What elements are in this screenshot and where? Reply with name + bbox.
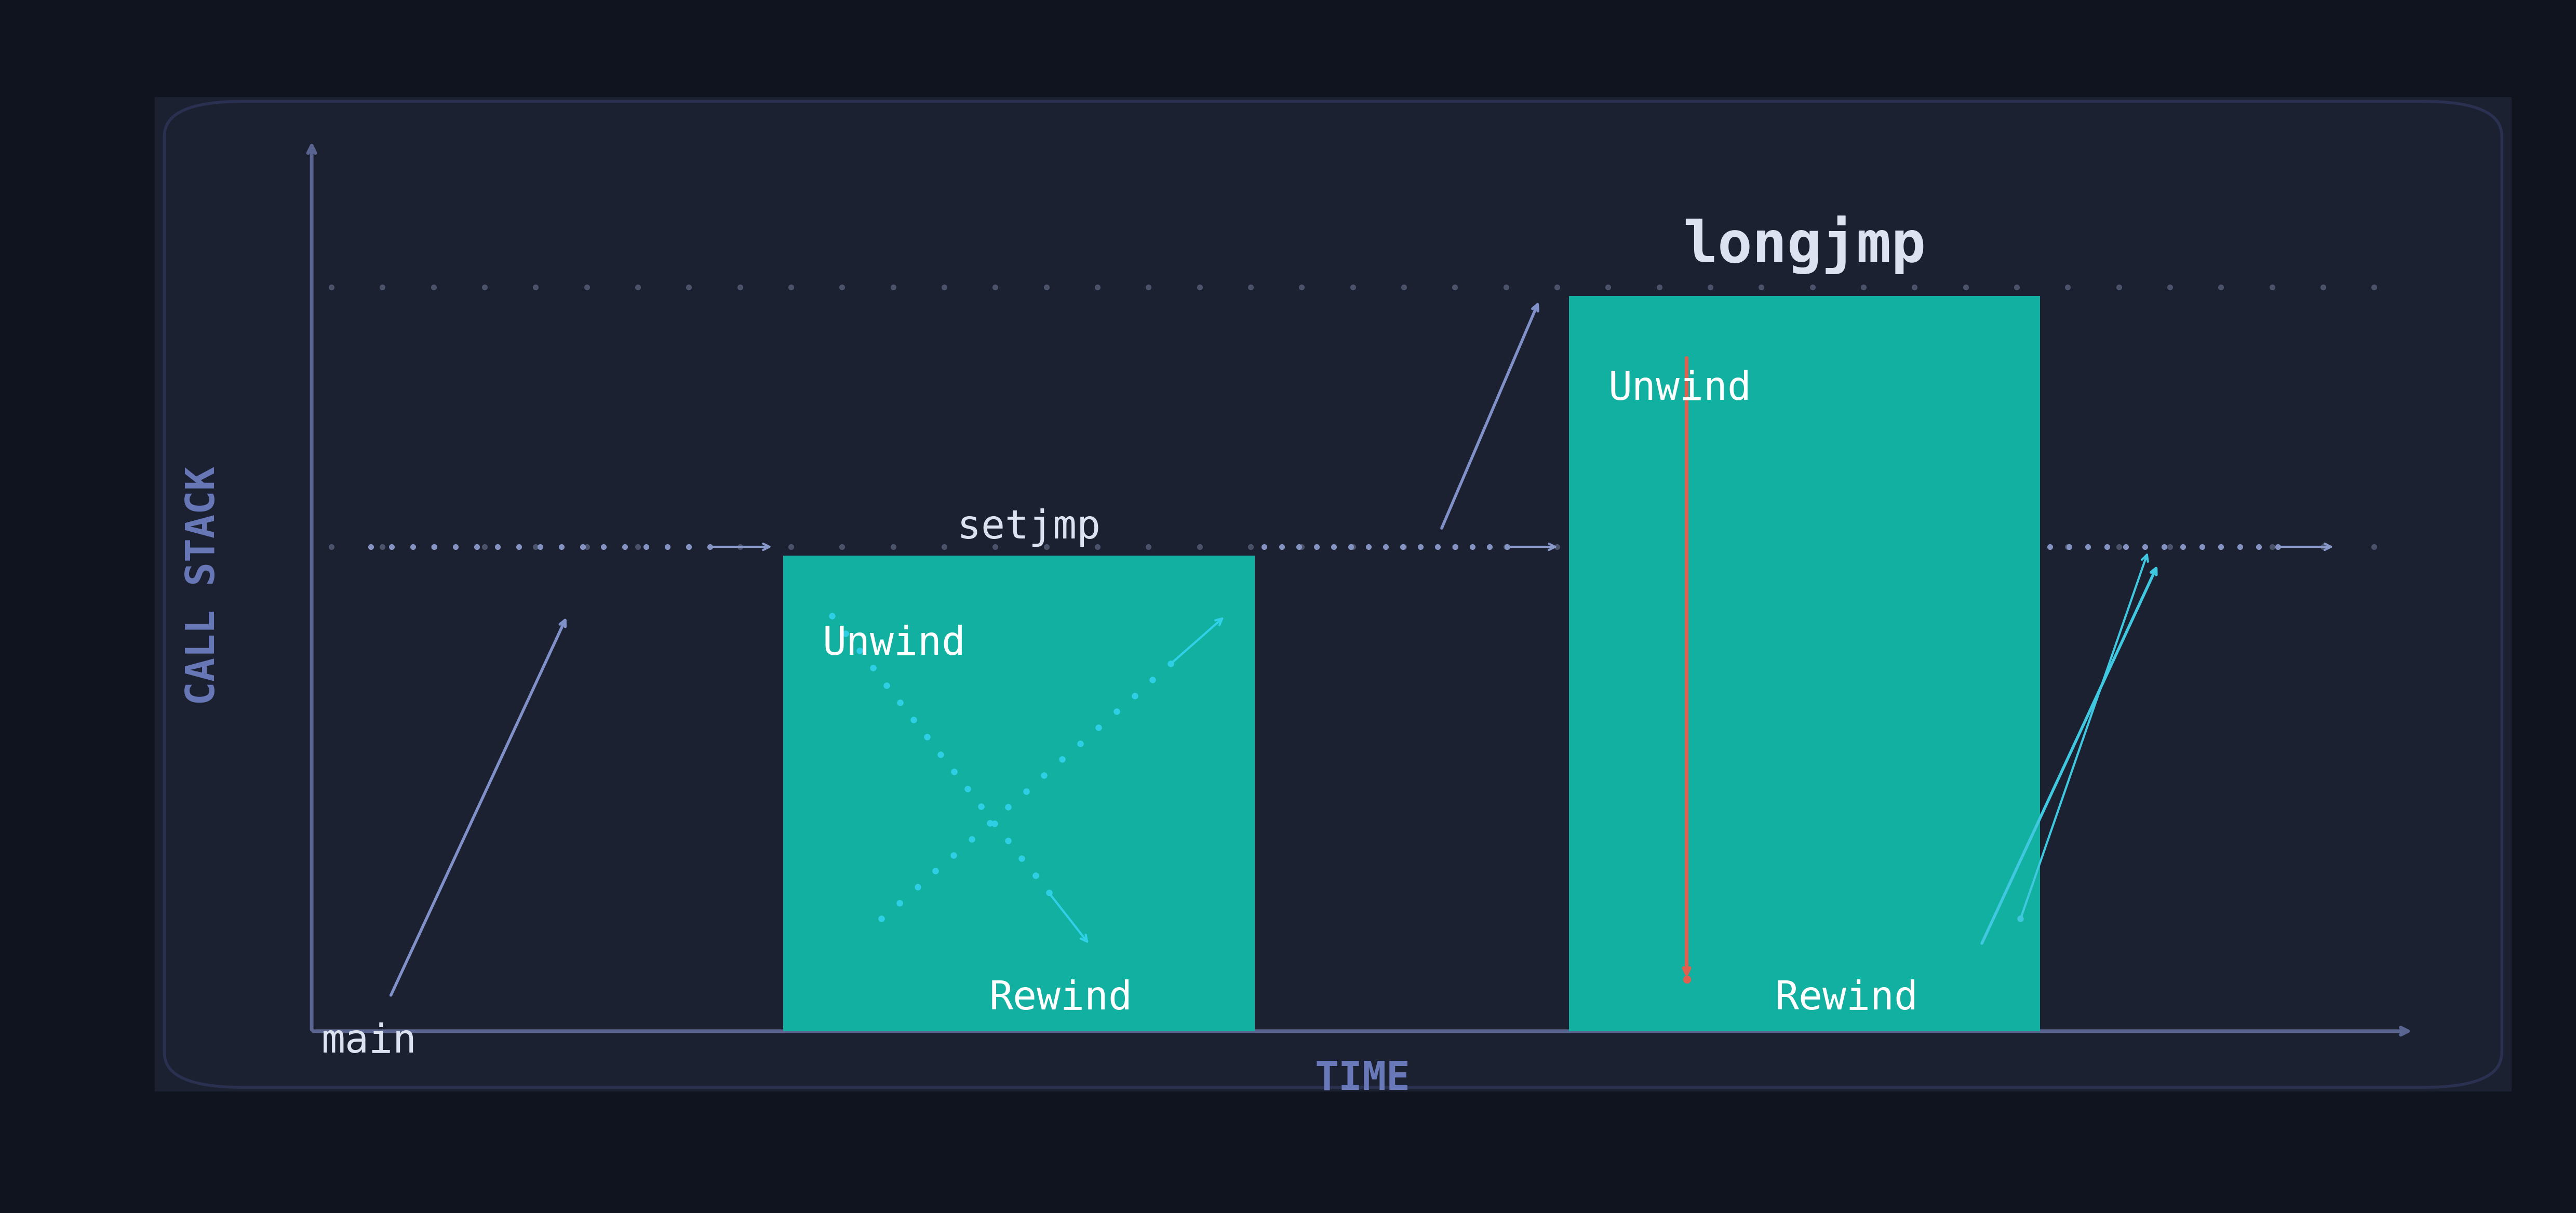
Text: Rewind: Rewind	[1775, 979, 1919, 1018]
Text: Unwind: Unwind	[822, 625, 966, 664]
Bar	[1569, 296, 2040, 1031]
Text: main: main	[322, 1023, 417, 1061]
Text: Unwind: Unwind	[1607, 370, 1752, 408]
Bar	[783, 556, 1255, 1031]
Text: longjmp: longjmp	[1682, 216, 1927, 274]
Text: setjmp: setjmp	[956, 508, 1100, 547]
Text: Rewind: Rewind	[989, 979, 1133, 1018]
Text: TIME: TIME	[1314, 1059, 1409, 1098]
Text: CALL STACK: CALL STACK	[185, 466, 224, 705]
